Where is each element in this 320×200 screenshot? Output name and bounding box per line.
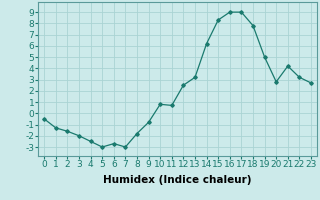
X-axis label: Humidex (Indice chaleur): Humidex (Indice chaleur) xyxy=(103,175,252,185)
